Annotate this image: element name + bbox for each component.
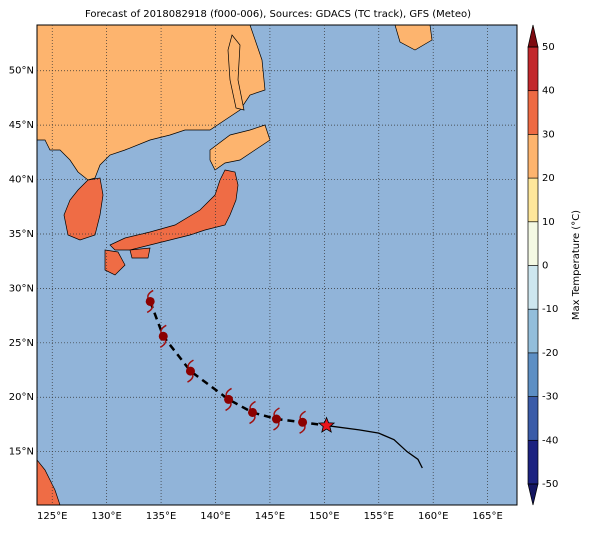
- sakhalin: [227, 34, 245, 111]
- colorbar-band: [528, 440, 538, 484]
- lon-label: 145°E: [255, 511, 285, 522]
- honshu: [109, 169, 239, 251]
- lon-label: 130°E: [91, 511, 121, 522]
- colorbar-label: Max Temperature (°C): [571, 210, 582, 320]
- track-point: [271, 414, 281, 424]
- kyushu: [104, 249, 126, 276]
- colorbar-band: [528, 309, 538, 353]
- colorbar-tick-label: -10: [542, 304, 558, 315]
- forecast-line: [326, 424, 423, 469]
- current-position: [317, 416, 336, 433]
- colorbar-tick-label: 50: [542, 42, 555, 53]
- colorbar-tick-label: 40: [542, 86, 555, 97]
- colorbar-tick-label: -40: [542, 435, 558, 446]
- colorbar-band: [528, 265, 538, 310]
- map: [37, 25, 517, 505]
- colorbar-tick-label: -20: [542, 348, 558, 359]
- colorbar-under: [527, 483, 539, 506]
- lat-label: 30°N: [9, 283, 34, 294]
- shikoku: [129, 247, 151, 259]
- colorbar-band: [528, 178, 538, 222]
- lat-label: 15°N: [9, 447, 34, 458]
- lat-label: 35°N: [9, 229, 34, 240]
- track-point: [158, 331, 168, 341]
- lon-label: 165°E: [472, 511, 502, 522]
- colorbar-band: [528, 47, 538, 91]
- lon-label: 160°E: [418, 511, 448, 522]
- colorbar-over: [527, 24, 539, 48]
- lon-label: 135°E: [146, 511, 176, 522]
- colorbar-tick-label: 30: [542, 129, 555, 140]
- track-point: [224, 394, 234, 404]
- track-point: [145, 296, 155, 306]
- colorbar-tick-label: -30: [542, 392, 558, 403]
- lon-label: 155°E: [364, 511, 394, 522]
- track-point: [248, 407, 258, 417]
- colorbar-band: [528, 134, 538, 179]
- lon-label: 150°E: [309, 511, 339, 522]
- philippines: [37, 459, 61, 505]
- track-point: [185, 366, 195, 376]
- kamchatka: [394, 25, 433, 51]
- hokkaido: [209, 124, 271, 171]
- colorbar-band: [528, 352, 538, 397]
- map-frame: [36, 24, 518, 506]
- colorbar-tick-label: -50: [542, 479, 558, 490]
- colorbar-tick-label: 0: [542, 261, 548, 272]
- lat-label: 20°N: [9, 392, 34, 403]
- lat-label: 50°N: [9, 66, 34, 77]
- lat-label: 25°N: [9, 338, 34, 349]
- korea: [63, 177, 104, 241]
- mainland: [37, 25, 266, 181]
- lat-label: 45°N: [9, 120, 34, 131]
- colorbar-band: [528, 90, 538, 135]
- colorbar-band: [528, 396, 538, 441]
- lat-label: 40°N: [9, 175, 34, 186]
- lon-label: 125°E: [37, 511, 67, 522]
- colorbar-tick-label: 20: [542, 173, 555, 184]
- colorbar-tick-label: 10: [542, 217, 555, 228]
- track-point: [298, 417, 308, 427]
- title: Forecast of 2018082918 (f000-006), Sourc…: [85, 9, 471, 20]
- lon-label: 140°E: [200, 511, 230, 522]
- colorbar-band: [528, 221, 538, 266]
